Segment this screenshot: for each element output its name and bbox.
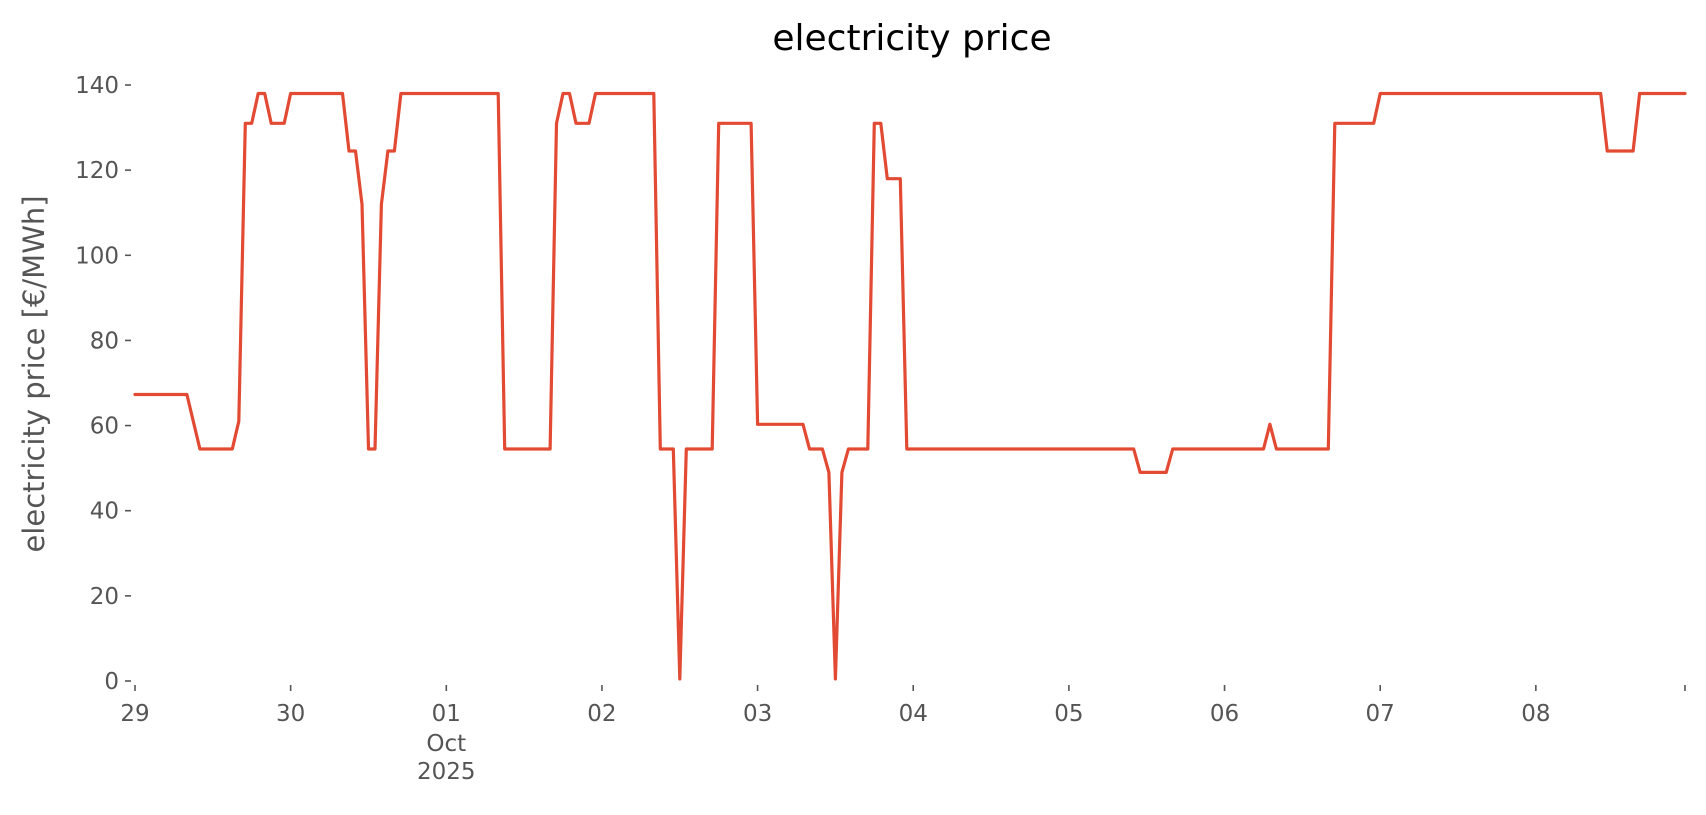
y-tick-label: 140 (75, 73, 119, 99)
x-tick-label: 29 (120, 701, 149, 727)
y-axis-label: electricity price [€/MWh] (17, 195, 51, 552)
x-tick-label: 06 (1210, 701, 1239, 727)
y-axis: 0 20 40 60 80 100 120 140 (75, 73, 131, 695)
x-tick-label: 08 (1521, 701, 1550, 727)
x-tick-label: 04 (899, 701, 928, 727)
x-tick-label: 03 (743, 701, 772, 727)
y-tick-label: 20 (90, 584, 119, 610)
x-tick-label: 05 (1054, 701, 1083, 727)
y-tick-label: 60 (90, 414, 119, 440)
y-tick-label: 100 (75, 243, 119, 269)
y-tick-label: 0 (104, 669, 119, 695)
x-tick-month-label: Oct (426, 731, 466, 757)
x-tick-label: 07 (1366, 701, 1395, 727)
y-tick-label: 40 (90, 499, 119, 525)
chart-title: electricity price (772, 18, 1051, 59)
x-tick-label: 01 (432, 701, 461, 727)
x-tick-label: 30 (276, 701, 305, 727)
series-layer (133, 91, 1687, 681)
x-tick-label: 02 (587, 701, 616, 727)
x-tick-year-label: 2025 (417, 759, 476, 785)
y-tick-label: 80 (90, 328, 119, 354)
y-tick-label: 120 (75, 158, 119, 184)
price-series-line (133, 91, 1687, 681)
